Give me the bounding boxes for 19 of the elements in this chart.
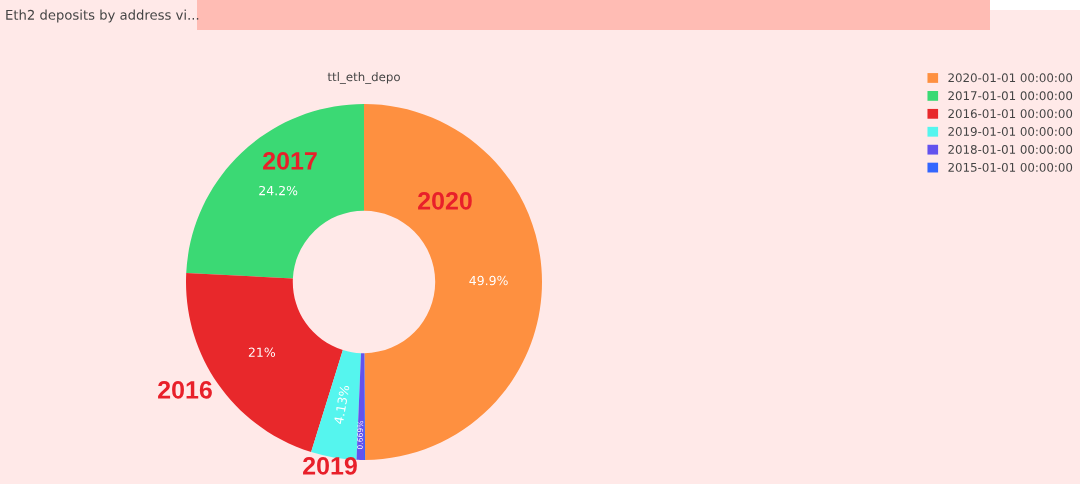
data-label: 24.2%	[259, 185, 298, 196]
legend-label: 2020-01-01 00:00:00	[948, 73, 1073, 83]
data-label: 49.9%	[469, 275, 508, 286]
chart-title: Eth2 deposits by address vi...	[6, 9, 199, 23]
legend-label: 2016-01-01 00:00:00	[948, 109, 1073, 119]
text: 2020	[418, 192, 472, 210]
text: 2017	[263, 152, 317, 170]
data-label: 4.13%	[333, 384, 350, 425]
donut-slice	[364, 104, 542, 460]
legend-label: 2017-01-01 00:00:00	[948, 91, 1073, 101]
text: 2016	[158, 381, 212, 399]
legend-label: 2018-01-01 00:00:00	[948, 144, 1073, 154]
data-label: 21%	[248, 347, 276, 357]
chart-subtitle: ttl_eth_depo	[327, 72, 400, 84]
donut-slice	[186, 104, 364, 279]
legend-label: 2019-01-01 00:00:00	[948, 127, 1073, 136]
legend-label: 2015-01-01 00:00:00	[948, 162, 1073, 172]
text: 2019	[303, 457, 357, 475]
donut-slice	[356, 353, 364, 460]
